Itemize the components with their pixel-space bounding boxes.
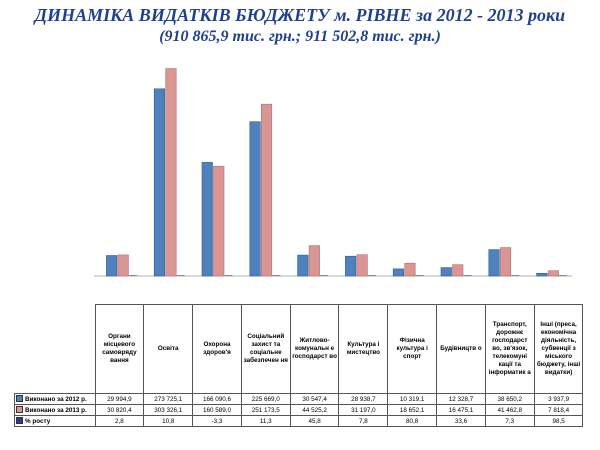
table-cell-0-7: 12 328,7 — [436, 393, 486, 405]
row-label-2: % росту — [14, 415, 96, 427]
bar-growth-3 — [272, 275, 281, 276]
table-header-2: Охорона здоров'я — [192, 304, 242, 394]
bar-2012-5 — [345, 255, 357, 277]
table-cell-1-4: 44 525,2 — [289, 404, 340, 416]
bar-2013-1 — [165, 68, 177, 277]
table-header-0: Органи місцевого самовряду вання — [94, 304, 145, 394]
table-cell-1-2: 160 589,0 — [192, 404, 242, 416]
table-cell-1-9: 7 818,4 — [533, 404, 584, 416]
table-header-4: Житлово-комунальн е господарст во — [289, 304, 340, 394]
table-header-1: Освіта — [143, 304, 194, 394]
table-cell-0-2: 166 090,6 — [192, 393, 242, 405]
legend-swatch-2 — [16, 417, 23, 425]
row-label-1: Виконано за 2013 р. — [14, 404, 96, 416]
bar-growth-4 — [320, 275, 329, 276]
bar-2012-4 — [297, 254, 309, 277]
bar-2012-7 — [440, 267, 452, 277]
bar-2013-9 — [547, 270, 559, 277]
bar-2013-5 — [356, 254, 368, 277]
table-cell-0-3: 225 669,0 — [240, 393, 291, 405]
table-header-8: Транспорт, дорожнє господарст во, зв'язо… — [484, 304, 535, 394]
table-row: % росту 2,8 10,8 -3,3 11,3 45,8 7,8 80,8 33,6 7,3… — [14, 415, 584, 427]
table-cell-0-4: 30 547,4 — [289, 393, 340, 405]
table-cell-0-5: 28 938,7 — [338, 393, 389, 405]
title-line-2: (910 865,9 тис. грн.; 911 502,8 тис. грн… — [159, 28, 441, 45]
bar-growth-7 — [463, 275, 472, 276]
bar-2012-2 — [201, 162, 213, 277]
table-cell-0-1: 273 725,1 — [143, 393, 194, 405]
bar-growth-2 — [224, 275, 233, 276]
table-cell-0-0: 29 994,9 — [94, 393, 145, 405]
bar-2013-6 — [404, 262, 416, 277]
bar-2012-1 — [153, 88, 165, 277]
table-cell-1-0: 30 820,4 — [94, 404, 145, 416]
table-cell-2-4: 45,8 — [289, 415, 340, 427]
table-header-6: Фізична культура і спорт — [387, 304, 438, 394]
row-label-0: Виконано за 2012 р. — [14, 393, 96, 405]
table-row: Виконано за 2013 р. 30 820,4 303 326,1 160 … — [14, 404, 584, 416]
table-header-7: Будівництв о — [436, 304, 486, 394]
table-cell-2-1: 10,8 — [143, 415, 194, 427]
bar-growth-8 — [511, 275, 520, 276]
table-cell-1-8: 41 462,8 — [484, 404, 535, 416]
bar-growth-9 — [559, 275, 568, 276]
table-cell-2-0: 2,8 — [94, 415, 145, 427]
data-table: Органи місцевого самовряду вання Освіта Ох… — [14, 304, 584, 427]
bar-2013-8 — [499, 247, 512, 277]
bar-2013-0 — [117, 254, 129, 277]
table-cell-2-9: 98,5 — [533, 415, 584, 427]
legend-swatch-1 — [16, 406, 23, 414]
table-cell-2-2: -3,3 — [192, 415, 242, 427]
table-cell-2-6: 80,8 — [387, 415, 438, 427]
table-cell-2-3: 11,3 — [240, 415, 291, 427]
table-cell-1-3: 251 173,5 — [240, 404, 291, 416]
table-cell-1-5: 31 197,0 — [338, 404, 389, 416]
bar-2012-3 — [249, 121, 261, 277]
table-header-5: Культура і мистецтво — [338, 304, 389, 394]
table-header-9: Інші (преса, економічна діяльність, субв… — [533, 304, 584, 394]
bar-2013-3 — [260, 103, 273, 277]
bar-2013-2 — [213, 165, 225, 277]
bar-2013-7 — [452, 264, 464, 277]
table-cell-2-5: 7,8 — [338, 415, 389, 427]
table-cell-1-1: 303 326,1 — [143, 404, 194, 416]
bar-growth-1 — [176, 275, 185, 276]
table-cell-1-7: 16 475,1 — [436, 404, 486, 416]
bar-2012-0 — [106, 255, 118, 277]
table-cell-0-8: 38 650,2 — [484, 393, 535, 405]
chart-title: ДИНАМІКА ВИДАТКІВ БЮДЖЕТУ м. РІВНЕ за 20… — [0, 4, 600, 48]
bar-growth-6 — [415, 275, 424, 276]
table-cell-2-7: 33,6 — [436, 415, 486, 427]
table-cell-0-6: 10 319,1 — [387, 393, 438, 405]
title-line-1: ДИНАМІКА ВИДАТКІВ БЮДЖЕТУ м. РІВНЕ за 20… — [34, 5, 566, 25]
bar-2013-4 — [308, 245, 320, 277]
table-cell-1-6: 18 652,1 — [387, 404, 438, 416]
bar-2012-6 — [392, 268, 405, 277]
bar-growth-0 — [128, 275, 137, 276]
table-corner — [14, 304, 96, 394]
table-header-3: Соціальний захист та соціальне забезпече… — [240, 304, 291, 394]
table-cell-2-8: 7,3 — [484, 415, 535, 427]
legend-swatch-0 — [16, 395, 23, 403]
bar-2012-8 — [488, 249, 500, 277]
table-row: Виконано за 2012 р. 29 994,9 273 725,1 166 … — [14, 393, 584, 405]
bar-growth-5 — [367, 275, 376, 276]
table-cell-0-9: 3 937,9 — [533, 393, 584, 405]
bar-2012-9 — [536, 272, 548, 277]
